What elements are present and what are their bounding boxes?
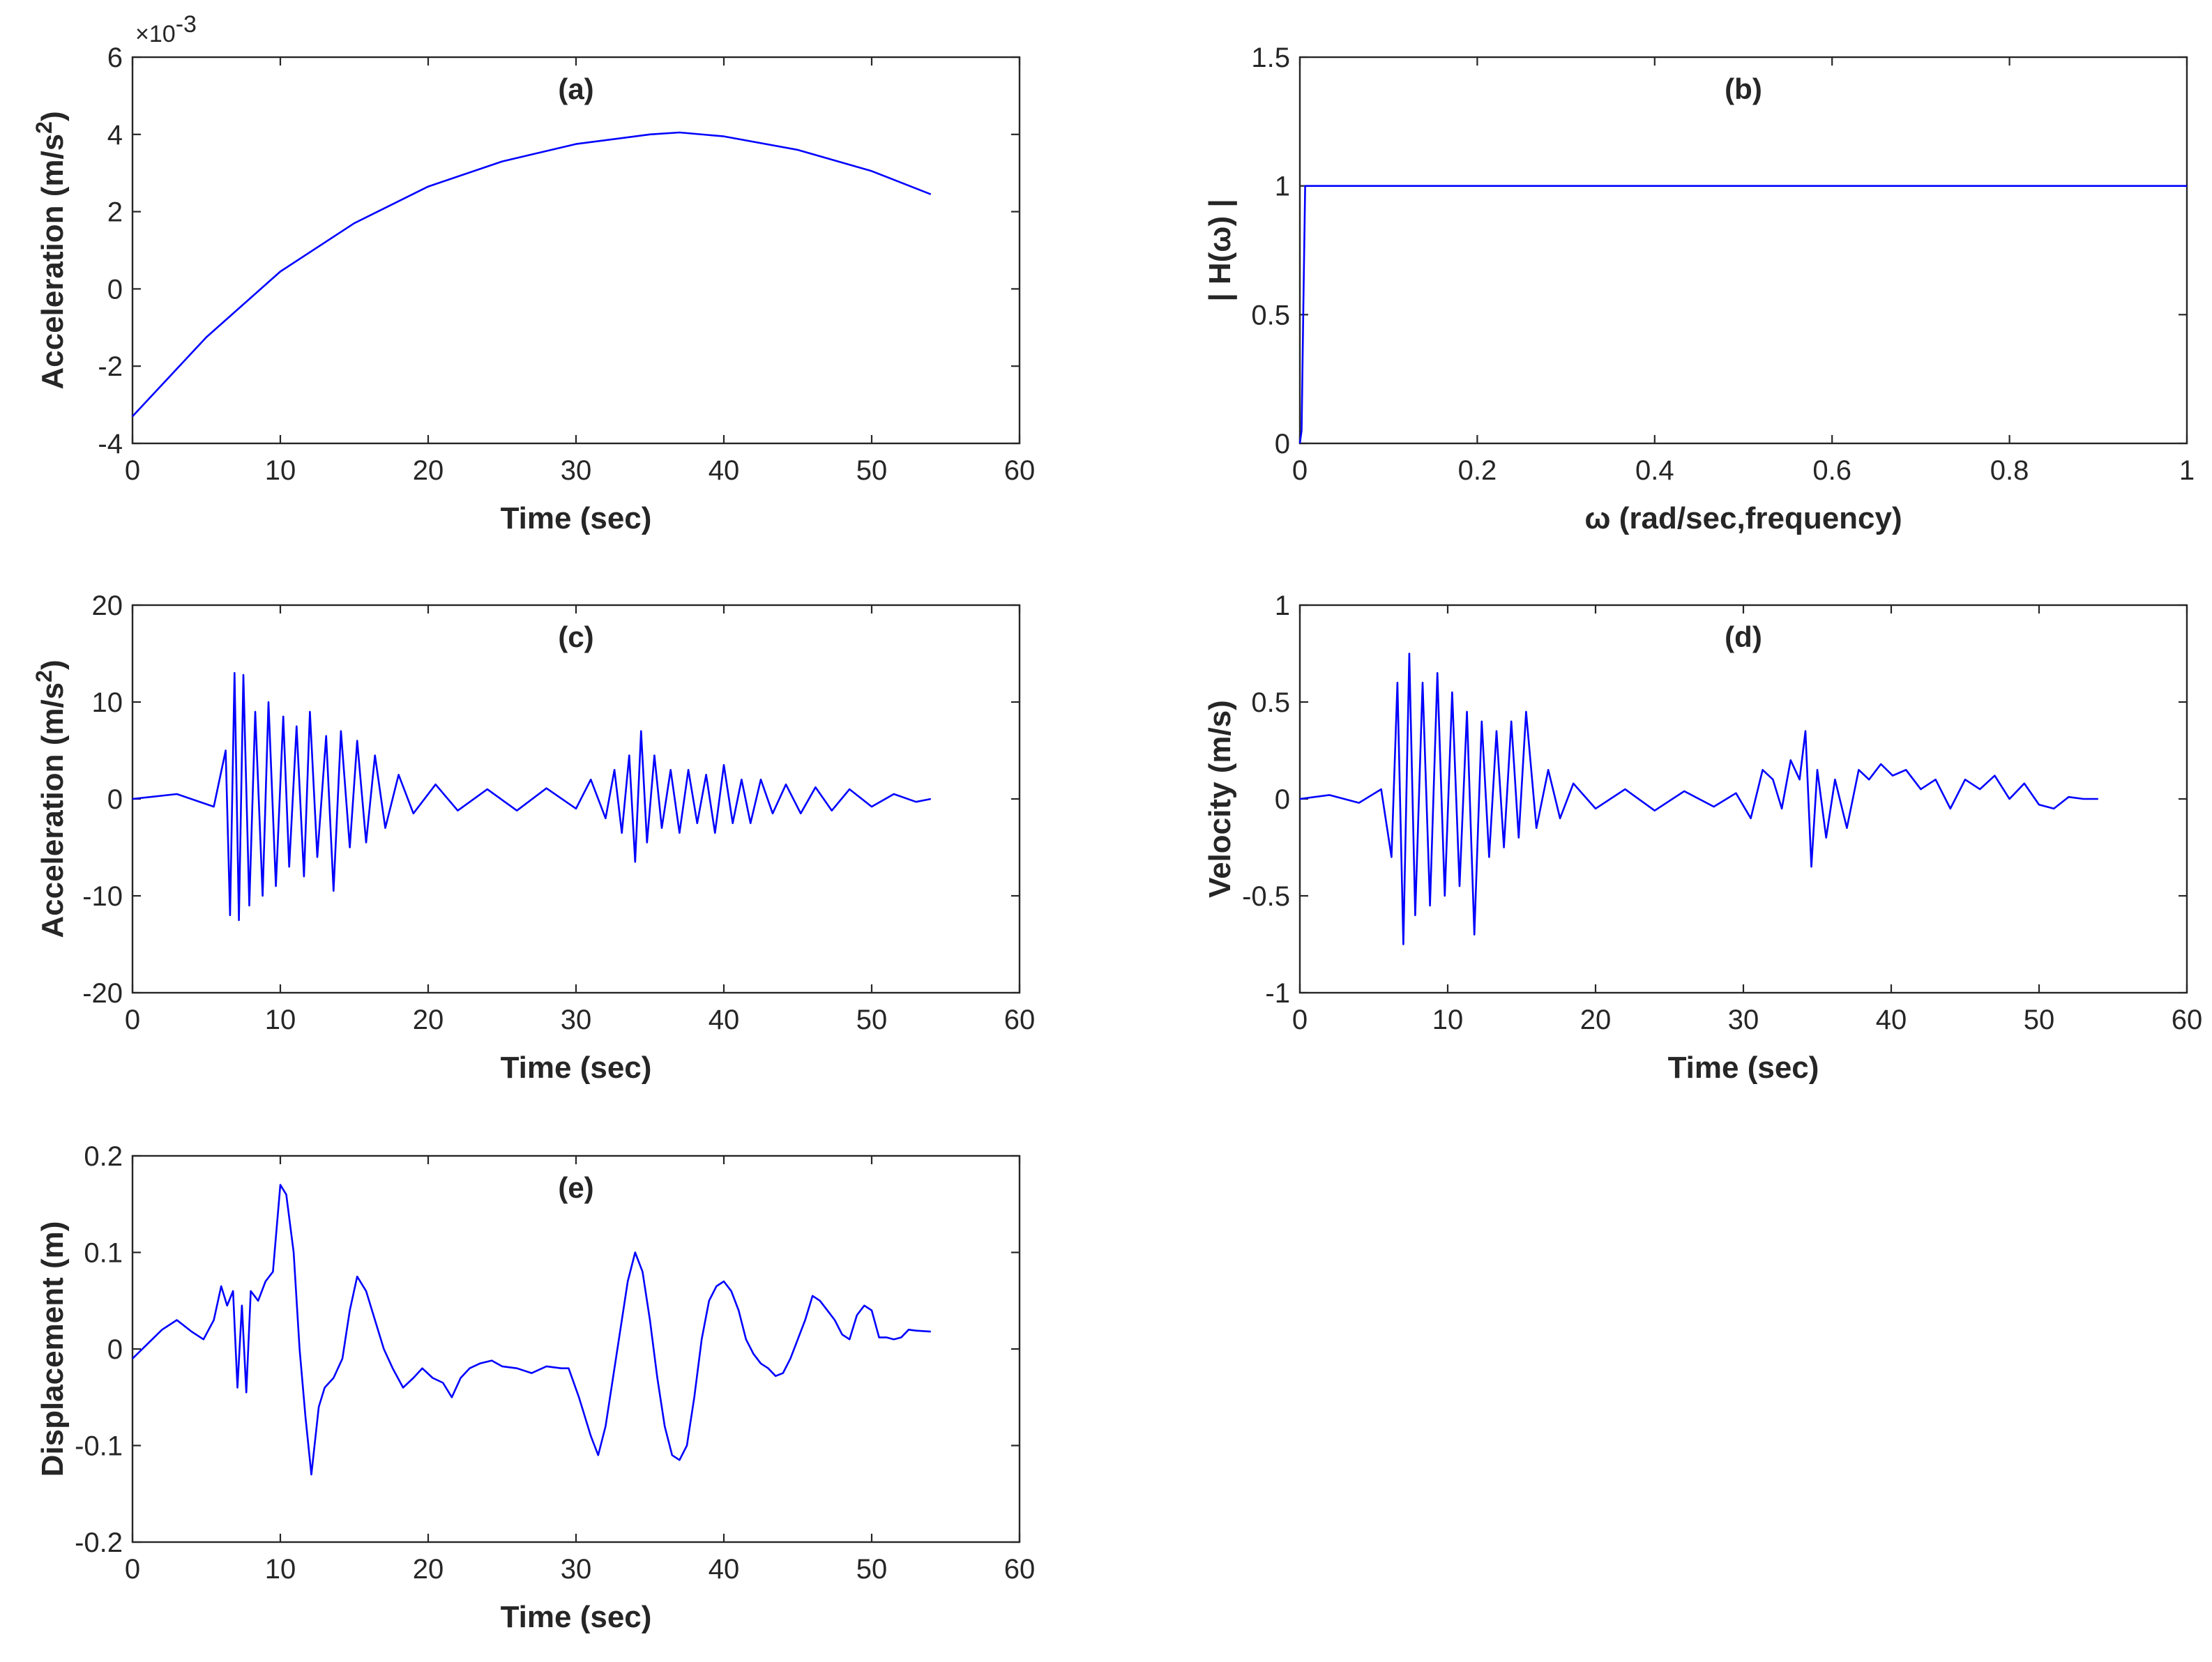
x-tick-label: 0.2 <box>1458 455 1497 486</box>
x-tick-label: 60 <box>2172 1005 2203 1035</box>
y-tick-label: 2 <box>107 197 123 228</box>
y-axis-label-end: ) <box>36 111 70 121</box>
y-tick-label: 10 <box>92 687 123 718</box>
y-tick-label: 0 <box>107 274 123 305</box>
y-axis-label-end: ) <box>36 660 70 670</box>
x-tick-label: 20 <box>413 1005 444 1035</box>
y-tick-label: 0.1 <box>84 1238 123 1269</box>
y-exponent-power: -3 <box>176 11 197 38</box>
plot-frame <box>1298 56 2188 445</box>
y-tick-label: -20 <box>82 978 123 1009</box>
y-tick-label: 0 <box>107 784 123 815</box>
x-tick-label: 10 <box>265 1005 296 1035</box>
x-axis-label: Time (sec) <box>1668 1051 1819 1085</box>
y-axis-label-sup: 2 <box>31 121 56 134</box>
x-tick-label: 20 <box>413 455 444 486</box>
y-tick-label: -4 <box>98 429 123 459</box>
x-tick-label: 60 <box>1004 455 1036 486</box>
x-tick-label: 60 <box>1004 1554 1036 1585</box>
plot-frame <box>131 56 1021 445</box>
chart-panel-b: 0 0.2 0.4 0.6 0.8 1 0 0.5 1 1.5 (b) ω (rad/sec,freq… <box>1203 43 2195 535</box>
y-tick-label: 0 <box>1275 784 1290 815</box>
y-tick-label: -2 <box>98 351 123 382</box>
y-exponent-base: ×10 <box>135 21 176 47</box>
y-axis-label: Displacement (m) <box>36 1221 70 1477</box>
x-tick-label: 30 <box>1728 1005 1759 1035</box>
x-tick-label: 20 <box>1580 1005 1612 1035</box>
y-axis-label: Acceleration (m/s2) <box>31 111 70 389</box>
panel-label: (d) <box>1725 620 1762 653</box>
x-tick-label: 30 <box>561 455 592 486</box>
x-tick-label: 10 <box>265 455 296 486</box>
panel-label: (e) <box>558 1171 593 1204</box>
y-exponent-label: ×10-3 <box>135 11 197 47</box>
x-tick-label: 10 <box>265 1554 296 1585</box>
x-tick-label: 0 <box>125 1005 140 1035</box>
x-tick-label: 30 <box>561 1554 592 1585</box>
x-tick-label: 60 <box>1004 1005 1036 1035</box>
panel-label: (b) <box>1725 73 1762 105</box>
panel-label: (a) <box>558 73 593 105</box>
y-tick-label: 20 <box>92 590 123 621</box>
y-tick-label: -0.2 <box>75 1527 123 1558</box>
x-tick-label: 40 <box>709 455 740 486</box>
chart-panel-d: 0 10 20 30 40 50 60 -1 -0.5 0 0.5 1 (d) Time (sec) Vel… <box>1203 590 2202 1085</box>
y-tick-label: 0 <box>1275 429 1290 459</box>
y-tick-label: 1 <box>1275 590 1290 621</box>
x-tick-label: 0.4 <box>1635 455 1674 486</box>
series-line-d <box>1299 653 2098 945</box>
x-axis-label: Time (sec) <box>501 501 652 535</box>
y-axis-label: Acceleration (m/s2) <box>31 660 70 938</box>
x-tick-label: 10 <box>1432 1005 1464 1035</box>
x-axis-label: Time (sec) <box>501 1600 652 1634</box>
x-axis-label: ω (rad/sec,frequency) <box>1584 501 1902 535</box>
y-axis-label: Velocity (m/s) <box>1203 700 1237 898</box>
y-tick-label: -1 <box>1265 978 1290 1009</box>
x-tick-label: 0 <box>125 455 140 486</box>
y-tick-label: 0.5 <box>1251 300 1290 330</box>
x-tick-label: 0 <box>125 1554 140 1585</box>
chart-panel-e: 0 10 20 30 40 50 60 -0.2 -0.1 0 0.1 0.2 (e) Time (sec… <box>36 1141 1035 1634</box>
x-tick-label: 50 <box>2024 1005 2055 1035</box>
y-axis-label-main: Acceleration (m/s <box>36 683 70 938</box>
x-tick-label: 0 <box>1292 1005 1308 1035</box>
x-tick-label: 0.6 <box>1812 455 1851 486</box>
y-axis-label-sup: 2 <box>31 670 56 683</box>
y-tick-label: 0 <box>107 1334 123 1365</box>
panel-label: (c) <box>558 620 593 653</box>
x-tick-label: 40 <box>709 1005 740 1035</box>
y-axis-label: | H(ω) | <box>1203 199 1238 301</box>
y-tick-label: -10 <box>82 881 123 912</box>
y-tick-label: -0.5 <box>1242 881 1290 912</box>
y-tick-label: 1.5 <box>1251 43 1290 73</box>
x-tick-label: 50 <box>856 455 888 486</box>
y-tick-label: 6 <box>107 43 123 73</box>
y-tick-label: 0.5 <box>1251 687 1290 718</box>
y-tick-label: -0.1 <box>75 1431 123 1462</box>
x-tick-label: 0 <box>1292 455 1308 486</box>
x-tick-label: 40 <box>1876 1005 1907 1035</box>
x-tick-label: 50 <box>856 1005 888 1035</box>
y-axis-label-main: Acceleration (m/s <box>36 134 70 390</box>
series-line-e <box>132 1184 931 1476</box>
y-tick-label: 4 <box>107 120 123 151</box>
x-tick-label: 20 <box>413 1554 444 1585</box>
series-line-a <box>132 131 932 418</box>
series-line-c <box>132 671 932 922</box>
plot-frame <box>131 1154 1021 1543</box>
x-tick-label: 1 <box>2179 455 2195 486</box>
y-tick-label: 1 <box>1275 171 1290 202</box>
x-tick-label: 50 <box>856 1554 888 1585</box>
chart-panel-c: 0 10 20 30 40 50 60 -20 -10 0 10 20 (c) Time (sec) Acc… <box>31 590 1035 1085</box>
x-tick-label: 0.8 <box>1990 455 2029 486</box>
chart-panel-a: 0 10 20 30 40 50 60 -4 -2 0 2 4 6 ×10-3 (a) Time (sec) A… <box>31 11 1035 535</box>
series-line-b <box>1298 185 2187 444</box>
x-tick-label: 30 <box>561 1005 592 1035</box>
x-tick-label: 40 <box>709 1554 740 1585</box>
y-tick-label: 0.2 <box>84 1141 123 1172</box>
x-axis-label: Time (sec) <box>501 1051 652 1085</box>
